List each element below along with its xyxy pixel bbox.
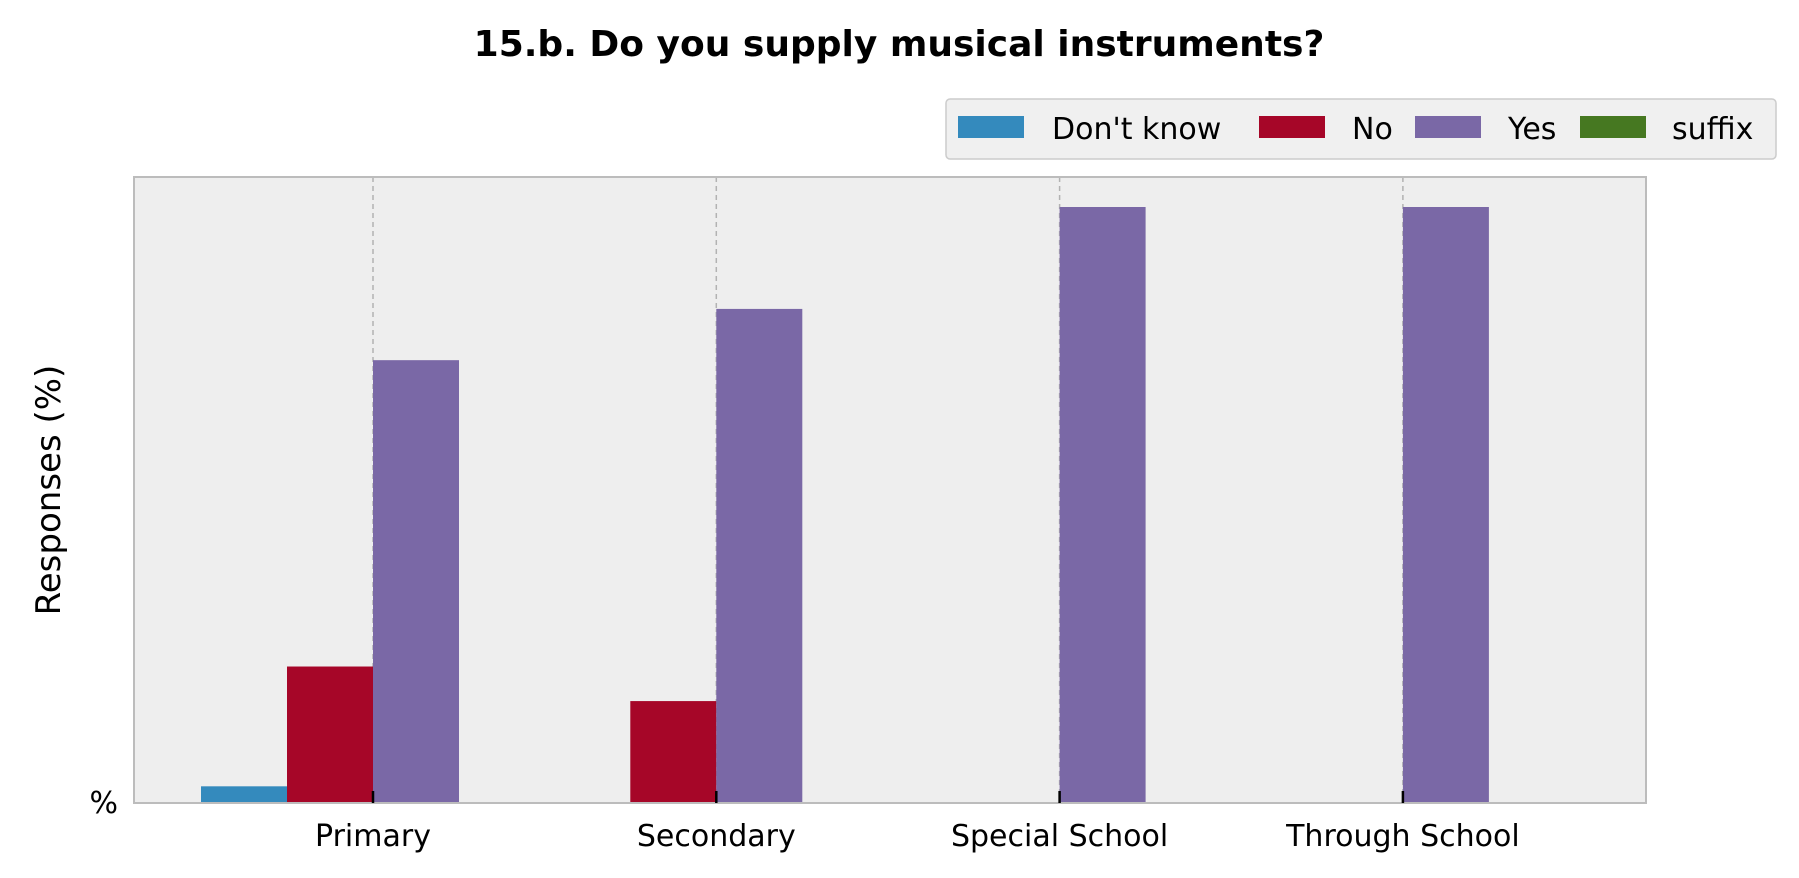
bar-yes-through-school	[1402, 207, 1489, 803]
legend-box	[945, 98, 1777, 160]
legend-label: Yes	[1507, 112, 1556, 147]
legend-label: Don't know	[1052, 112, 1221, 147]
bar-yes-special-school	[1059, 207, 1146, 803]
legend-label: suffix	[1672, 112, 1753, 147]
bar-yes-primary	[373, 360, 459, 803]
x-ticks: Primary Secondary Special School Through Sc…	[315, 791, 1520, 854]
bar-don-t-know-primary	[201, 786, 287, 803]
bar-no-secondary	[630, 701, 717, 803]
legend-swatch	[1259, 116, 1325, 138]
legend-swatch	[1415, 116, 1481, 138]
y-axis-label: Responses (%)	[29, 365, 69, 616]
bars	[201, 207, 1489, 803]
bar-yes-secondary	[716, 308, 803, 803]
bar-no-primary	[287, 666, 373, 803]
plot-border	[133, 176, 1647, 804]
legend-label: No	[1352, 112, 1393, 147]
chart-title: 15.b. Do you supply musical instruments?	[474, 24, 1325, 65]
x-tick-label: Through School	[1285, 819, 1520, 854]
legend: Don't know No Yes suffix	[945, 98, 1777, 160]
x-tick-label: Special School	[951, 819, 1168, 854]
y-tick-label: %	[89, 786, 118, 821]
legend-swatch	[958, 116, 1024, 138]
x-tick-label: Primary	[315, 819, 431, 854]
legend-swatch	[1580, 116, 1646, 138]
x-tick-label: Secondary	[637, 819, 796, 854]
